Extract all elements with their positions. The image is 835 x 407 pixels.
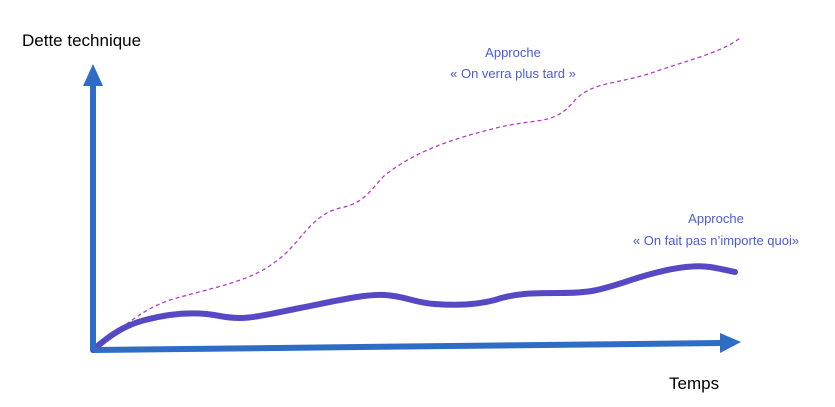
annotation: « On fait pas n’importe quoi» [633, 233, 799, 248]
solid-curve [90, 263, 738, 353]
annotation: Approche [485, 45, 541, 60]
x-axis [92, 340, 723, 353]
x-axis-label: Temps [669, 374, 719, 393]
y-axis-label: Dette technique [22, 31, 141, 50]
dashed-curve [92, 37, 741, 351]
annotation: « On verra plus tard » [450, 66, 576, 81]
x-axis-arrow [720, 333, 741, 353]
y-axis-arrow [83, 64, 103, 86]
annotation: Approche [688, 211, 744, 226]
